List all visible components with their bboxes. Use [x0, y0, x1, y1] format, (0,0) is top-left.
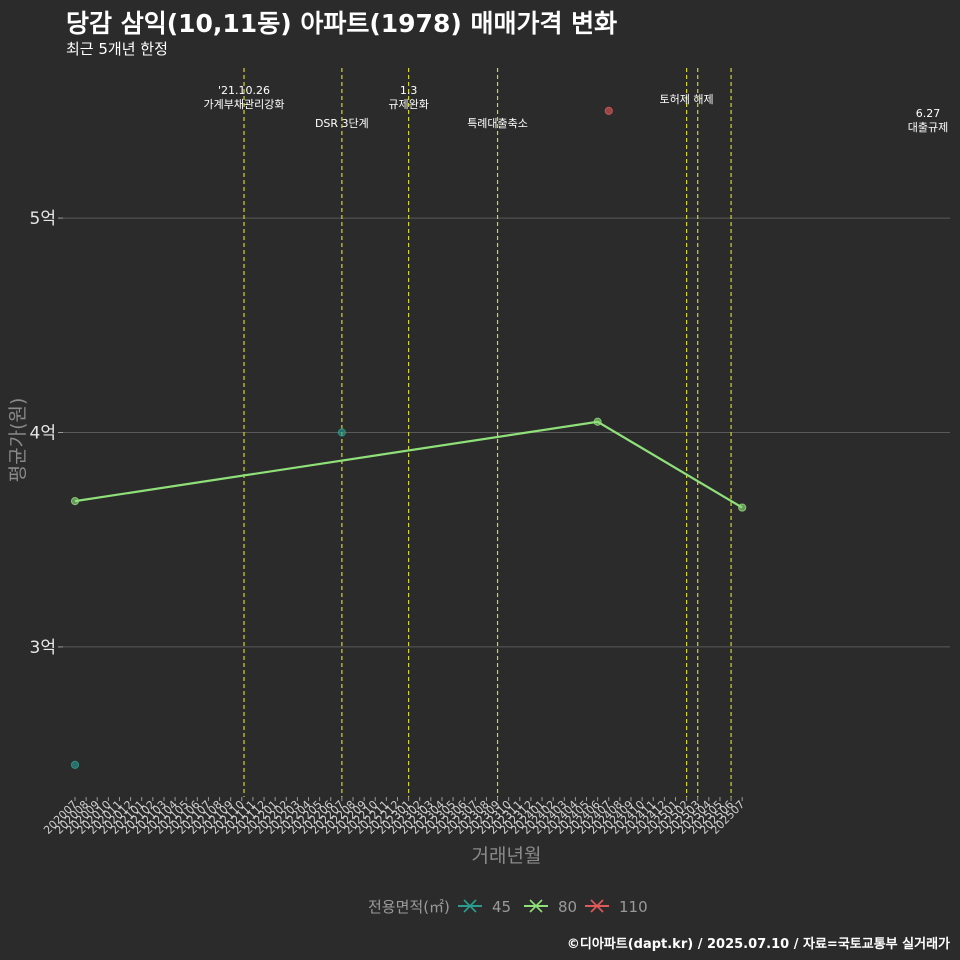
data-point-80[interactable] — [70, 497, 80, 506]
data-point-45[interactable] — [70, 760, 80, 769]
y-tick-label: 5억 — [30, 209, 56, 229]
event-annotation: 가계부채관리강화 — [204, 98, 285, 111]
event-annotation: 6.27 — [916, 107, 941, 120]
x-axis-title: 거래년월 — [472, 845, 542, 867]
event-annotation: 대출규제 — [908, 121, 948, 134]
event-annotation: 규제완화 — [388, 98, 428, 111]
data-point-80[interactable] — [593, 417, 602, 426]
legend-key-mark-45 — [463, 899, 477, 913]
legend-title: 전용면적(㎡) — [368, 898, 450, 916]
legend-key-mark-110 — [590, 899, 604, 913]
event-annotation: 1.3 — [400, 84, 418, 97]
y-tick-label: 3억 — [30, 638, 56, 658]
legend-label-45: 45 — [492, 898, 511, 916]
legend-label-110: 110 — [619, 898, 648, 916]
legend-label-80: 80 — [558, 898, 577, 916]
data-point-110[interactable] — [604, 106, 613, 115]
chart-title: 당감 삼익(10,11동) 아파트(1978) 매매가격 변화 — [66, 9, 618, 38]
legend-key-mark-80 — [529, 899, 543, 913]
data-point-80[interactable] — [738, 503, 747, 512]
chart-subtitle: 최근 5개년 한정 — [66, 40, 168, 58]
y-axis-title: 평균가(원) — [7, 398, 29, 483]
source-caption: ©디아파트(dapt.kr) / 2025.07.10 / 자료=국토교통부 실… — [566, 937, 950, 952]
event-annotation: '21.10.26 — [218, 84, 270, 97]
event-annotation: 토허제 해제 — [660, 92, 714, 106]
data-point-45[interactable] — [337, 428, 346, 437]
event-annotation: 특례대출축소 — [467, 117, 528, 130]
y-tick-label: 4억 — [30, 424, 56, 444]
event-annotation: DSR 3단계 — [315, 117, 369, 130]
